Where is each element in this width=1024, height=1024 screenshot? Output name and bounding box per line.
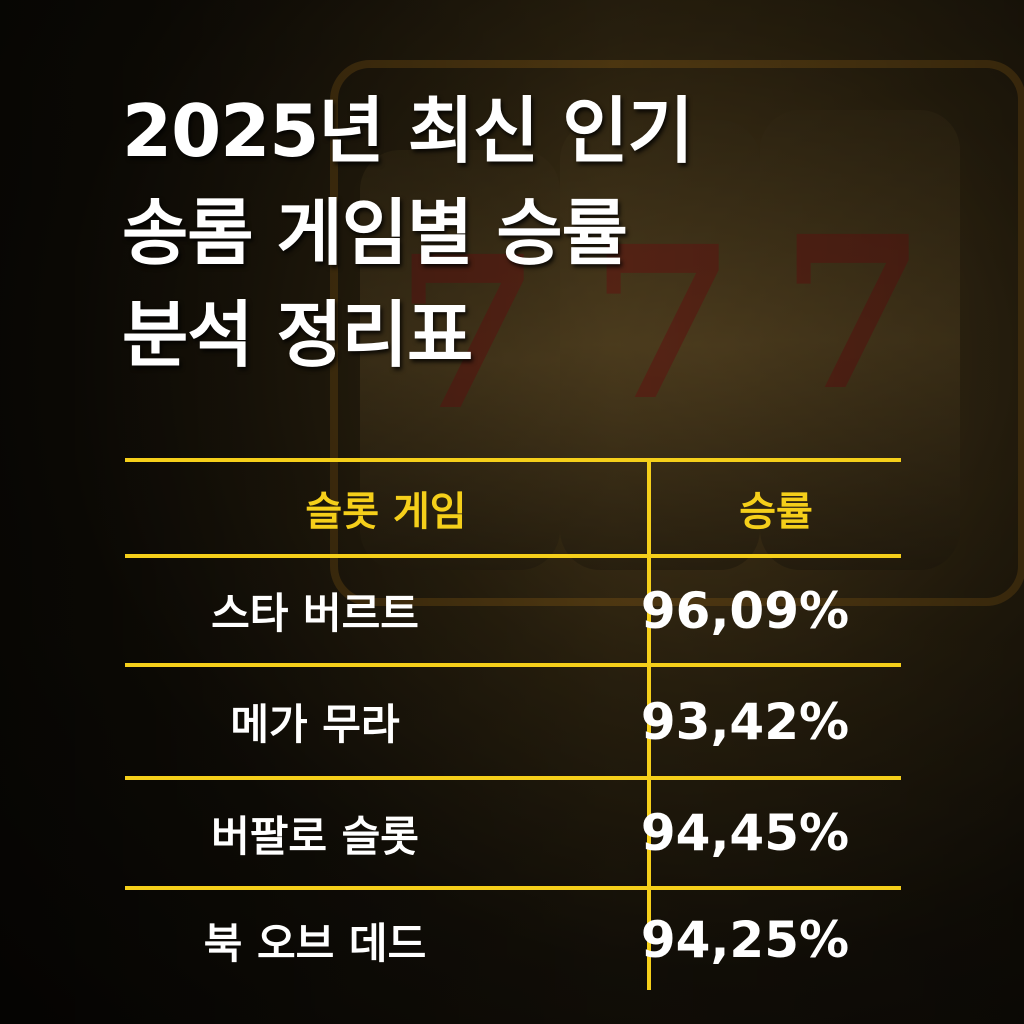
title-line: 분석 정리표 [122, 293, 473, 377]
title-line: 송롬 게임별 승률 [122, 191, 628, 275]
divider [125, 886, 901, 890]
row-game: 북 오브 데드 [203, 918, 427, 968]
row-rate: 94,45% [640, 804, 850, 862]
row-game: 버팔로 슬롯 [211, 811, 419, 861]
title-line: 2025년 최신 인기 [122, 89, 694, 173]
column-divider [647, 458, 651, 990]
row-game: 메가 무라 [230, 700, 400, 749]
divider [125, 776, 901, 780]
row-rate: 96,09% [640, 581, 850, 640]
page-title: 2025년 최신 인기 송롬 게임별 승률 분석 정리표 [122, 80, 694, 386]
divider [125, 554, 901, 558]
header-rate: 승률 [739, 489, 813, 535]
row-rate: 93,42% [640, 692, 850, 751]
divider [125, 663, 901, 667]
divider [125, 458, 901, 462]
header-game: 슬롯 게임 [305, 489, 467, 535]
row-game: 스타 버르트 [211, 589, 419, 638]
row-rate: 94,25% [640, 911, 850, 969]
